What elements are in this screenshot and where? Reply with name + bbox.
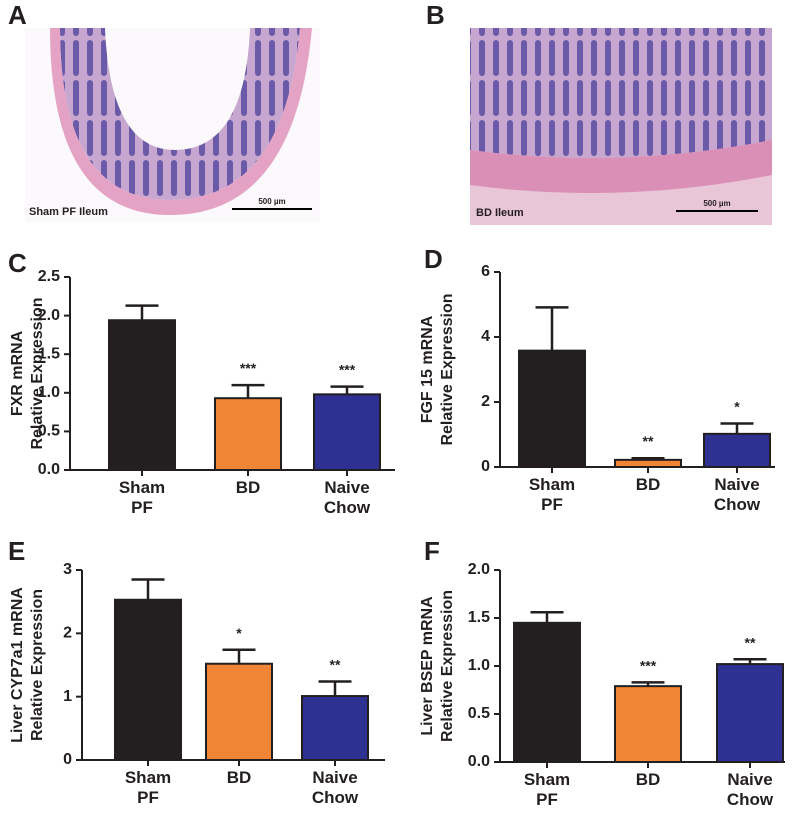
label-line: BD [236,478,261,497]
y-axis-label: Relative Expression [29,589,46,741]
x-tick-label: Sham PF [125,768,171,807]
label-line: Chow [727,790,774,809]
label-line: PF [137,788,159,807]
label-line: Sham [119,478,165,497]
x-tick-label: BD [636,475,661,494]
x-tick-label: Sham PF [524,770,570,809]
y-tick-label: 0.0 [38,461,60,478]
y-axis-label: FGF 15 mRNA [419,315,436,423]
panel-letter: B [426,0,445,30]
y-tick-label: 2.0 [468,561,490,578]
y-tick-label: 1.5 [468,609,490,626]
label-line: Naive [312,768,357,787]
x-tick-label: Naive Chow [714,475,761,514]
label-line: Naive [714,475,759,494]
y-tick-label: 1.0 [468,657,490,674]
image-caption: BD Ileum [476,207,524,219]
significance: ** [745,634,756,650]
y-tick-label: 3 [63,561,72,578]
panel-letter: E [8,536,25,566]
significance: * [236,625,242,641]
bar [313,393,381,471]
label-line: BD [636,770,661,789]
x-tick-label: BD [636,770,661,789]
y-tick-label: 6 [481,263,490,280]
y-tick-label: 2 [63,625,72,642]
x-tick-label: Naive Chow [324,478,371,517]
panel-letter: A [8,0,27,30]
bar [114,598,182,761]
significance: *** [339,362,356,378]
significance: ** [330,656,341,672]
x-tick-label: Sham PF [529,475,575,514]
label-line: Chow [312,788,359,807]
bar [214,397,282,472]
bar [518,349,586,468]
label-line: Sham [125,768,171,787]
scale-bar-label: 500 µm [703,199,730,208]
label-line: BD [227,768,252,787]
label-line: Sham [529,475,575,494]
y-tick-label: 0 [481,458,490,475]
label-line: Sham [524,770,570,789]
x-tick-label: Sham PF [119,478,165,517]
label-line: BD [636,475,661,494]
y-tick-label: 0.0 [468,753,490,770]
y-axis-label: Liver BSEP mRNA [419,596,436,736]
y-tick-label: 1.0 [38,384,60,401]
significance: ** [643,433,654,449]
y-axis-label: Relative Expression [29,297,46,449]
panel-letter: D [424,244,443,274]
y-tick-label: 4 [481,328,490,345]
x-tick-label: Naive Chow [312,768,359,807]
y-axis-label: Relative Expression [439,590,456,742]
y-tick-label: 0.5 [38,423,60,440]
bar [703,432,771,469]
micrograph-a [25,28,320,222]
y-tick-label: 2.5 [38,268,60,285]
x-tick-label: BD [236,478,261,497]
bar [108,319,176,471]
y-tick-label: 2.0 [38,307,60,324]
label-line: PF [541,495,563,514]
label-line: PF [536,790,558,809]
panel-letter: F [424,536,440,566]
x-tick-label: Naive Chow [727,770,774,809]
micrograph-b [470,28,772,225]
significance: * [734,398,740,414]
label-line: Naive [324,478,369,497]
bar [614,458,682,469]
x-tick-label: BD [227,768,252,787]
label-line: Chow [714,495,761,514]
significance: *** [640,657,657,673]
bar [614,685,682,763]
bar [716,663,784,764]
image-caption: Sham PF Ileum [29,206,108,218]
scale-bar-label: 500 µm [258,197,285,206]
panel-letter: C [8,248,27,278]
label-line: PF [131,498,153,517]
y-tick-label: 2 [481,393,490,410]
label-line: Naive [727,770,772,789]
y-tick-label: 1 [63,688,72,705]
label-line: Chow [324,498,371,517]
significance: *** [240,360,257,376]
y-tick-label: 0 [63,751,72,768]
y-axis-label: Liver CYP7a1 mRNA [9,587,26,743]
bar [301,695,369,761]
y-axis-label: FXR mRNA [9,330,26,416]
bar [205,662,273,762]
y-axis-label: Relative Expression [439,293,456,445]
bar [513,621,581,763]
y-tick-label: 0.5 [468,705,490,722]
y-tick-label: 1.5 [38,345,60,362]
